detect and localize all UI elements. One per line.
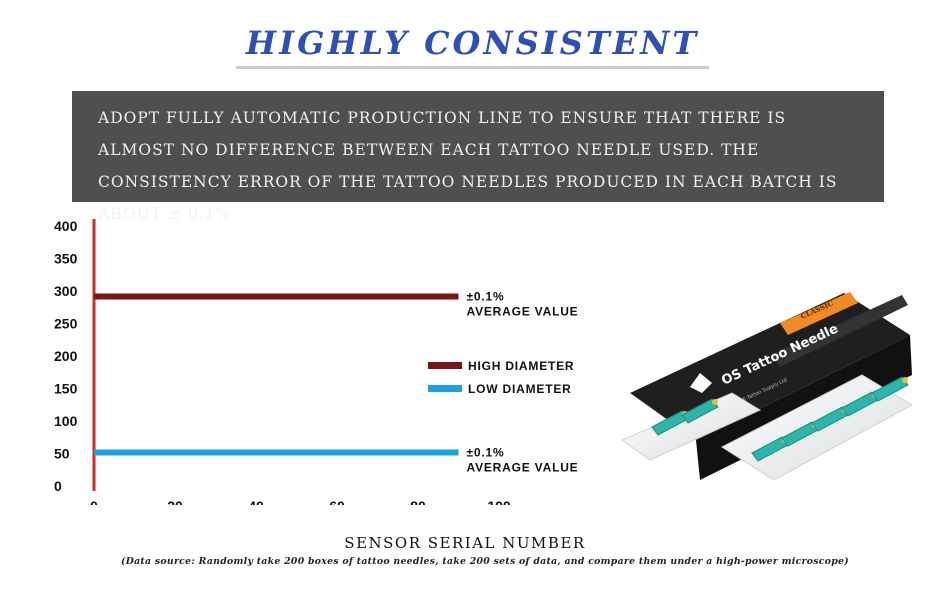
y-tick-label: 0 bbox=[54, 478, 62, 494]
y-tick-label: 100 bbox=[54, 413, 78, 429]
y-tick-label: 200 bbox=[54, 348, 78, 364]
cartridge-tip bbox=[712, 399, 718, 405]
legend-label: LOW DIAMETER bbox=[468, 382, 572, 396]
page-title-text: HIGHLY CONSISTENT bbox=[235, 24, 710, 69]
consistency-chart: 0 50 100 150 200 250 300 350 400 0 20 40 60 80 100 ±0.1… bbox=[54, 218, 579, 505]
average-annotation: AVERAGE VALUE bbox=[467, 305, 579, 319]
average-annotation: ±0.1% bbox=[467, 446, 505, 460]
x-tick-label: 20 bbox=[167, 498, 183, 505]
x-tick-label: 60 bbox=[329, 498, 345, 505]
cartridge-tip bbox=[902, 377, 908, 383]
y-tick-label: 300 bbox=[54, 283, 78, 299]
needle-cartridge bbox=[871, 376, 909, 402]
logo-icon bbox=[690, 373, 712, 393]
classic-label bbox=[780, 292, 858, 335]
needle-cartridge bbox=[681, 398, 719, 424]
description-box: ADOPT FULLY AUTOMATIC PRODUCTION LINE TO… bbox=[72, 91, 884, 223]
needle-cartridges bbox=[651, 376, 909, 462]
data-source-note: (Data source: Randomly take 200 boxes of… bbox=[121, 556, 849, 567]
average-annotation: AVERAGE VALUE bbox=[467, 461, 579, 475]
x-axis-label: SENSOR SERIAL NUMBER bbox=[344, 534, 586, 552]
x-tick-label: 80 bbox=[410, 498, 426, 505]
y-tick-label: 50 bbox=[54, 446, 70, 462]
x-tick-label: 40 bbox=[248, 498, 264, 505]
x-tick-label: 100 bbox=[487, 498, 511, 505]
y-tick-label: 350 bbox=[54, 251, 78, 267]
y-tick-label: 400 bbox=[54, 218, 78, 234]
legend-swatch bbox=[428, 385, 462, 392]
y-tick-label: 150 bbox=[54, 381, 78, 397]
legend-swatch bbox=[428, 362, 462, 369]
average-annotation: ±0.1% bbox=[467, 290, 505, 304]
y-tick-label: 250 bbox=[54, 316, 78, 332]
page-title: HIGHLY CONSISTENT bbox=[0, 24, 945, 69]
needle-box-image: CLASSIC OS Tattoo Needle OS Tattoo Suppl… bbox=[620, 292, 914, 481]
x-tick-label: 0 bbox=[90, 498, 98, 505]
legend-label: HIGH DIAMETER bbox=[468, 359, 574, 373]
